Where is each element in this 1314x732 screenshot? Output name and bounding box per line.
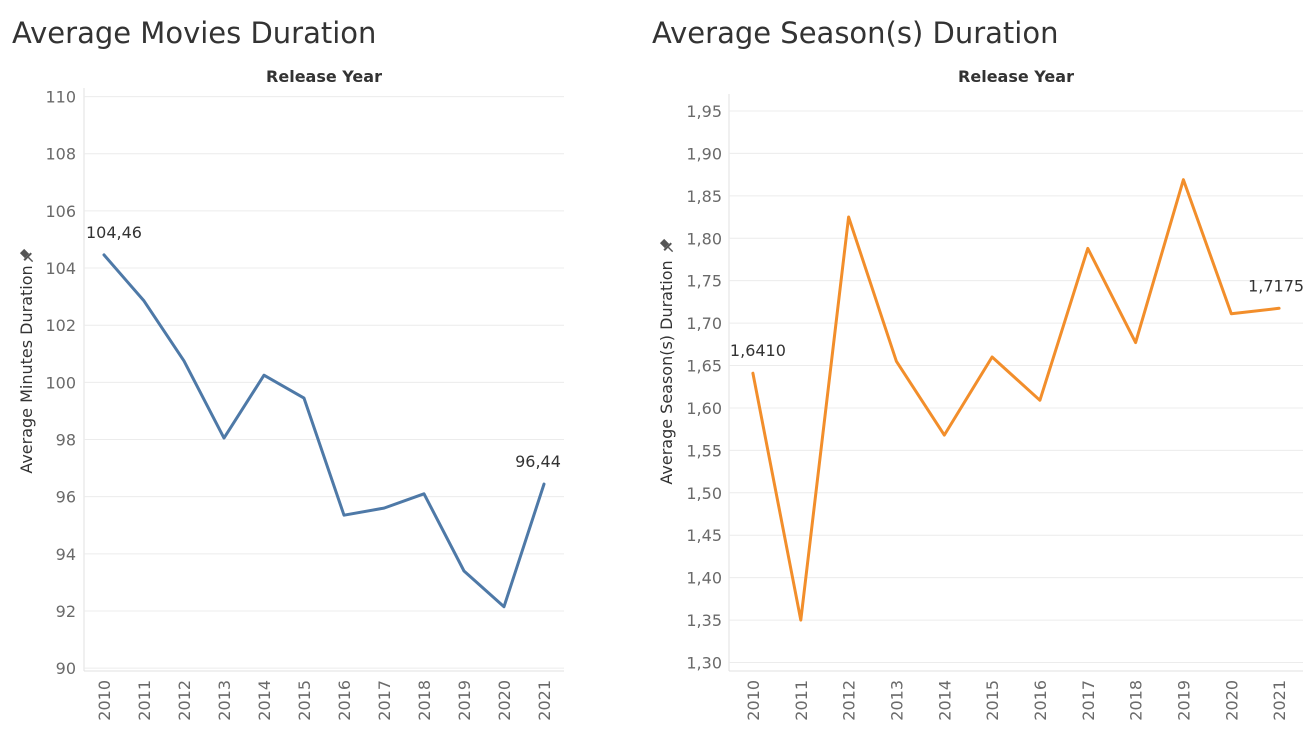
x-tick-label: 2017 [375, 680, 394, 721]
data-point[interactable] [1085, 245, 1091, 251]
x-tick-label: 2016 [1031, 680, 1050, 721]
data-point[interactable] [1276, 305, 1282, 311]
data-point[interactable] [301, 395, 307, 401]
data-point[interactable] [461, 568, 467, 574]
y-axis-label: Average Season(s) Duration [657, 260, 676, 484]
series-line [751, 178, 1281, 622]
series-line [102, 253, 546, 609]
y-tick-label: 106 [45, 202, 76, 221]
x-tick-label: 2010 [744, 680, 763, 721]
movies-duration-panel: Average Movies Duration Release Year 90 92… [0, 0, 640, 732]
y-tick-label: 1,75 [686, 272, 722, 291]
x-tick-label: 2015 [983, 680, 1002, 721]
data-point[interactable] [941, 432, 947, 438]
data-point[interactable] [501, 604, 507, 610]
x-tick-label: 2014 [935, 680, 954, 721]
data-point[interactable] [261, 372, 267, 378]
y-tick-label: 1,30 [686, 654, 722, 673]
x-tick-label: 2021 [1270, 680, 1289, 721]
x-tick-label: 2015 [295, 680, 314, 721]
data-point[interactable] [1133, 340, 1139, 346]
data-label: 96,44 [515, 452, 561, 471]
data-point[interactable] [1037, 397, 1043, 403]
x-tick-label: 2020 [495, 680, 514, 721]
y-tick-label: 104 [45, 259, 76, 278]
x-tick-label: 2018 [415, 680, 434, 721]
y-tick-label: 1,45 [686, 526, 722, 545]
y-tick-label: 92 [56, 602, 76, 621]
data-point[interactable] [750, 370, 756, 376]
x-tick-label: 2018 [1127, 680, 1146, 721]
x-tick-label: 2010 [95, 680, 114, 721]
data-label: 104,46 [86, 223, 142, 242]
x-tick-label: 2013 [887, 680, 906, 721]
x-tick-label: 2014 [255, 680, 274, 721]
pin-icon[interactable] [659, 238, 677, 256]
data-label: 1,6410 [730, 341, 786, 360]
data-point[interactable] [221, 435, 227, 441]
x-tick-label: 2019 [455, 680, 474, 721]
data-label: 1,7175 [1248, 276, 1304, 295]
y-tick-label: 1,80 [686, 229, 722, 248]
data-point[interactable] [181, 358, 187, 364]
data-point[interactable] [989, 354, 995, 360]
x-tick-label: 2019 [1174, 680, 1193, 721]
season-duration-panel: Average Season(s) Duration Release Year 1… [640, 0, 1314, 732]
x-tick-label: 2013 [215, 680, 234, 721]
y-tick-label: 108 [45, 145, 76, 164]
data-point[interactable] [798, 617, 804, 623]
x-tick-label: 2012 [175, 680, 194, 721]
x-tick-label: 2020 [1222, 680, 1241, 721]
y-tick-label: 1,35 [686, 611, 722, 630]
y-tick-label: 1,50 [686, 484, 722, 503]
y-tick-label: 102 [45, 316, 76, 335]
y-tick-label: 1,70 [686, 314, 722, 333]
y-tick-label: 90 [56, 659, 76, 678]
column-header: Release Year [958, 67, 1074, 86]
y-tick-label: 98 [56, 431, 76, 450]
data-point[interactable] [421, 491, 427, 497]
data-point[interactable] [381, 505, 387, 511]
y-tick-label: 96 [56, 488, 76, 507]
x-tick-label: 2011 [792, 680, 811, 721]
data-point[interactable] [1180, 177, 1186, 183]
x-tick-label: 2021 [535, 680, 554, 721]
y-tick-label: 1,65 [686, 357, 722, 376]
pin-icon[interactable] [19, 248, 37, 266]
data-point[interactable] [1228, 311, 1234, 317]
y-tick-label: 100 [45, 373, 76, 392]
x-tick-label: 2012 [840, 680, 859, 721]
chart-title: Average Season(s) Duration [652, 16, 1059, 50]
movies-duration-chart: Release Year 90 92 94 96 98 100 102 104 106 108 110… [17, 67, 564, 721]
y-tick-label: 110 [45, 88, 76, 107]
data-point[interactable] [101, 252, 107, 258]
y-tick-label: 1,90 [686, 144, 722, 163]
y-tick-label: 1,55 [686, 441, 722, 460]
y-tick-label: 1,60 [686, 399, 722, 418]
data-point[interactable] [341, 512, 347, 518]
data-point[interactable] [541, 481, 547, 487]
season-duration-chart: Release Year 1,30 1,35 1,40 1,45 1,50 1,55 1,60… [657, 67, 1304, 721]
x-tick-label: 2016 [335, 680, 354, 721]
data-point[interactable] [846, 214, 852, 220]
data-point[interactable] [893, 358, 899, 364]
chart-title: Average Movies Duration [12, 16, 377, 50]
y-tick-label: 94 [56, 545, 76, 564]
y-tick-label: 1,95 [686, 102, 722, 121]
y-tick-label: 1,85 [686, 187, 722, 206]
x-tick-label: 2011 [135, 680, 154, 721]
y-tick-label: 1,40 [686, 569, 722, 588]
x-tick-label: 2017 [1079, 680, 1098, 721]
column-header: Release Year [266, 67, 382, 86]
data-point[interactable] [141, 298, 147, 304]
y-axis-label: Average Minutes Duration [17, 265, 36, 473]
